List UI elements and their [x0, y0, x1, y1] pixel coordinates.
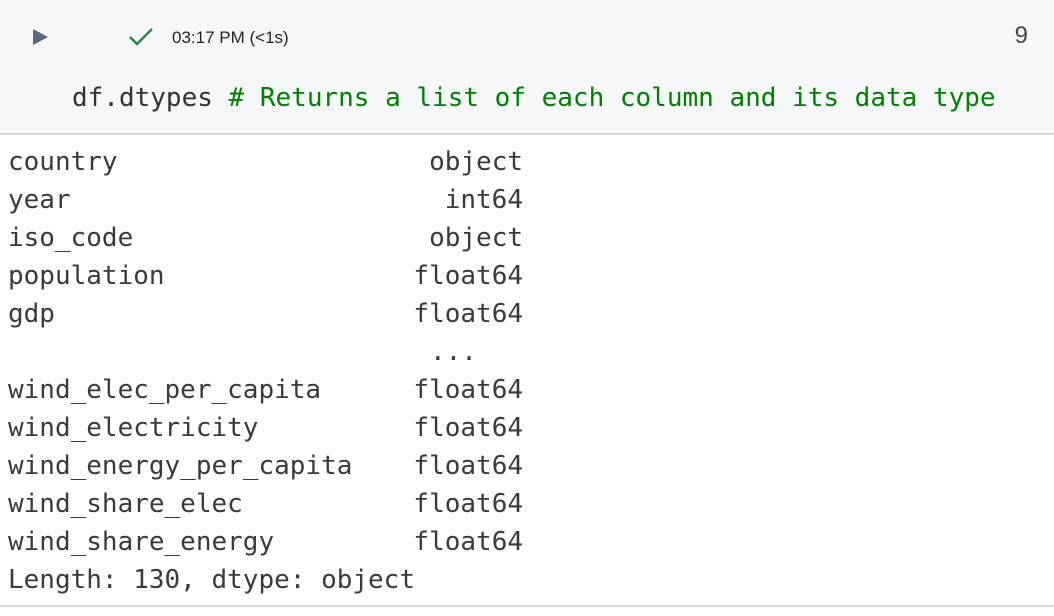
column-dtype: int64	[444, 185, 523, 215]
column-name: wind_share_energy	[8, 527, 275, 557]
dtype-row: iso_code object	[8, 219, 523, 257]
dtype-row: gdp float64	[8, 295, 523, 333]
column-dtype: float64	[413, 375, 523, 405]
execution-count: 9	[1014, 22, 1028, 49]
cell-header: 03:17 PM (<1s) 9 df.dtypes # Returns a l…	[0, 0, 1054, 135]
code-text: df.dtypes	[72, 83, 213, 113]
column-name: year	[8, 185, 71, 215]
dtype-row: country object	[8, 143, 523, 181]
column-dtype: object	[429, 147, 523, 177]
output-ellipsis: ...	[430, 337, 477, 367]
column-dtype: float64	[413, 299, 523, 329]
column-dtype: float64	[413, 451, 523, 481]
column-name: wind_elec_per_capita	[8, 375, 322, 405]
column-dtype: float64	[413, 261, 523, 291]
cell-divider	[0, 605, 1054, 607]
column-name: wind_electricity	[8, 413, 259, 443]
column-dtype: float64	[413, 527, 523, 557]
execution-time: 03:17 PM (<1s)	[172, 28, 289, 47]
column-name: gdp	[8, 299, 55, 329]
output-footer: Length: 130, dtype: object	[8, 565, 415, 595]
column-dtype: object	[429, 223, 523, 253]
dtype-row: wind_energy_per_capita float64	[8, 447, 523, 485]
column-name: iso_code	[8, 223, 134, 253]
column-dtype: float64	[413, 489, 523, 519]
code-comment: # Returns a list of each column and its …	[228, 83, 996, 113]
cell-output: country object year int64 iso_code object popu…	[8, 143, 1054, 606]
dtype-row: wind_share_elec float64	[8, 485, 523, 523]
column-name: country	[8, 147, 118, 177]
code-editor[interactable]: df.dtypes # Returns a list of each colum…	[72, 80, 996, 116]
column-name: wind_energy_per_capita	[8, 451, 353, 481]
column-name: wind_share_elec	[8, 489, 243, 519]
dtype-row: wind_electricity float64	[8, 409, 523, 447]
dtype-row: population float64	[8, 257, 523, 295]
check-icon	[129, 28, 153, 46]
run-cell-button[interactable]	[33, 29, 48, 45]
dtype-row: wind_share_energy float64	[8, 523, 523, 561]
dtype-row: year int64	[8, 181, 523, 219]
column-dtype: float64	[413, 413, 523, 443]
dtype-row: wind_elec_per_capita float64	[8, 371, 523, 409]
column-name: population	[8, 261, 165, 291]
